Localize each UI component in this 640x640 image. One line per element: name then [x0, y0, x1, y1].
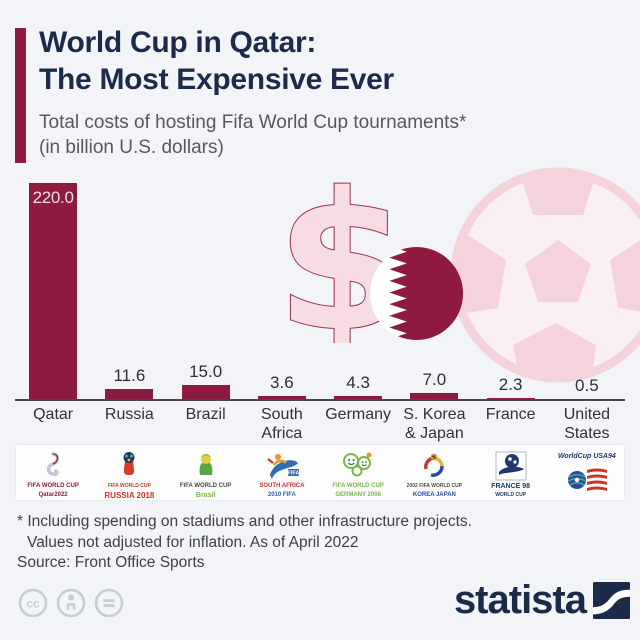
bar-column: 15.0 [168, 362, 244, 400]
bar-value-label: 15.0 [189, 362, 223, 382]
soccer-ball-icon [450, 167, 640, 383]
bar-column: 220.0 [15, 183, 91, 400]
logo-caption: FIFA WORLD CUP [332, 483, 384, 489]
logo-france-98: FRANCE 98 WORLD CUP [473, 444, 549, 501]
axis-category-label: Germany [325, 406, 392, 423]
logo-caption: FRANCE 98 [491, 483, 531, 490]
qatar-2022-emblem-icon [38, 449, 68, 481]
bar-value-label: 2.3 [498, 374, 523, 394]
qatar-flag-icon [369, 246, 464, 341]
title-accent-bar [15, 28, 26, 163]
logo-caption: FIFA WORLD CUP [179, 483, 232, 489]
logo-caption: 2010 FIFA [267, 492, 296, 498]
logo-caption: SOUTH AFRICA [259, 483, 305, 489]
statista-wordmark: statista [453, 578, 587, 622]
footnote-line-2: Values not adjusted for inflation. As of… [27, 534, 359, 551]
svg-text:cc: cc [26, 597, 40, 611]
bar-column: 0.5 [549, 376, 625, 400]
logo-caption: FIFA WORLD CUP [107, 483, 151, 489]
bar-value-label: 220.0 [32, 188, 74, 207]
bar-chart: 220.0 11.6 15.0 3.6 4.3 7.0 2.3 0.5 [15, 160, 625, 400]
korea-japan-2002-emblem-icon [419, 449, 449, 481]
bar-value-label: 0.5 [575, 376, 599, 395]
svg-text:FIFA: FIFA [287, 471, 299, 477]
logo-caption: WorldCup USA94 [557, 453, 616, 460]
axis-category-label: Russia [104, 406, 154, 423]
cc-attribution-icon[interactable] [55, 587, 87, 619]
germany-2006-emblem-icon [341, 449, 375, 481]
x-axis-line [15, 399, 625, 401]
bar [486, 397, 535, 400]
chart-subtitle: Total costs of hosting Fifa World Cup to… [39, 110, 466, 160]
bar-value-label: 7.0 [422, 370, 447, 390]
bar-column: 7.0 [396, 370, 472, 400]
bar: 220.0 [29, 183, 78, 400]
bar-value-label: 11.6 [113, 365, 146, 385]
bar [181, 385, 230, 400]
source-text: Source: Front Office Sports [17, 554, 205, 571]
axis-category-label: Qatar [33, 406, 74, 423]
axis-category-label: Brazil [185, 406, 226, 423]
logo-russia-2018: FIFA WORLD CUP RUSSIA 2018 [91, 444, 167, 501]
license-icons: cc [17, 587, 125, 619]
logo-caption: 2002 FIFA WORLD CUP [406, 483, 463, 489]
brasil-2014-emblem-icon [191, 449, 221, 481]
bar-value-label: 3.6 [270, 373, 294, 393]
bar-column: 3.6 [244, 373, 320, 400]
bar-column: 11.6 [91, 366, 167, 400]
bar [257, 396, 306, 400]
axis-category-label: France [485, 406, 536, 423]
logo-caption: WORLD CUP [495, 492, 527, 498]
logo-caption: KOREA JAPAN [412, 492, 456, 498]
statista-logo[interactable]: statista [454, 580, 630, 620]
footnote-line-1: * Including spending on stadiums and oth… [17, 513, 472, 530]
axis-category-label: South Africa [260, 406, 303, 442]
usa-94-emblem-icon [565, 461, 609, 493]
france-98-emblem-icon [494, 449, 528, 481]
bar-column: 4.3 [320, 373, 396, 400]
axis-category-label: United States [563, 406, 610, 442]
title-line-2: The Most Expensive Ever [39, 63, 394, 96]
cc-no-derivatives-icon[interactable] [93, 587, 125, 619]
logo-caption: Qatar2022 [38, 492, 68, 498]
bar [105, 388, 154, 400]
x-axis-labels: Qatar Russia Brazil South Africa Germany S. Ko… [15, 406, 625, 446]
logo-korea-japan-2002: 2002 FIFA WORLD CUP KOREA JAPAN [396, 444, 472, 501]
logo-brasil-2014: FIFA WORLD CUP Brasil [168, 444, 244, 501]
russia-2018-emblem-icon [114, 449, 144, 481]
logo-qatar-2022: FIFA WORLD CUP Qatar2022 [15, 444, 91, 501]
bar [410, 393, 459, 400]
bar-column: 2.3 [473, 375, 549, 400]
logo-caption: Brasil [195, 492, 216, 499]
logo-caption: RUSSIA 2018 [104, 491, 155, 500]
footnote: * Including spending on stadiums and oth… [17, 511, 472, 553]
logo-germany-2006: FIFA WORLD CUP GERMANY 2006 [320, 444, 396, 501]
south-africa-2010-emblem-icon: FIFA [264, 449, 300, 481]
bar-value-label: 4.3 [346, 372, 370, 392]
logo-caption: GERMANY 2006 [335, 492, 381, 498]
statista-mark-icon [593, 581, 630, 619]
subtitle-line-2: (in billion U.S. dollars) [39, 137, 224, 158]
axis-category-label: S. Korea & Japan [403, 406, 466, 442]
logo-usa-94: WorldCup USA94 [549, 444, 625, 501]
logo-south-africa-2010: FIFA SOUTH AFRICA 2010 FIFA [244, 444, 320, 501]
bar [334, 395, 383, 400]
page-title: World Cup in Qatar: The Most Expensive E… [39, 24, 394, 98]
tournament-logo-strip: FIFA WORLD CUP Qatar2022 FIFA WORLD CUP … [15, 444, 625, 501]
cc-icon[interactable]: cc [17, 587, 49, 619]
subtitle-line-1: Total costs of hosting Fifa World Cup to… [39, 112, 467, 133]
logo-caption: FIFA WORLD CUP [27, 483, 79, 489]
title-line-1: World Cup in Qatar: [39, 26, 317, 59]
